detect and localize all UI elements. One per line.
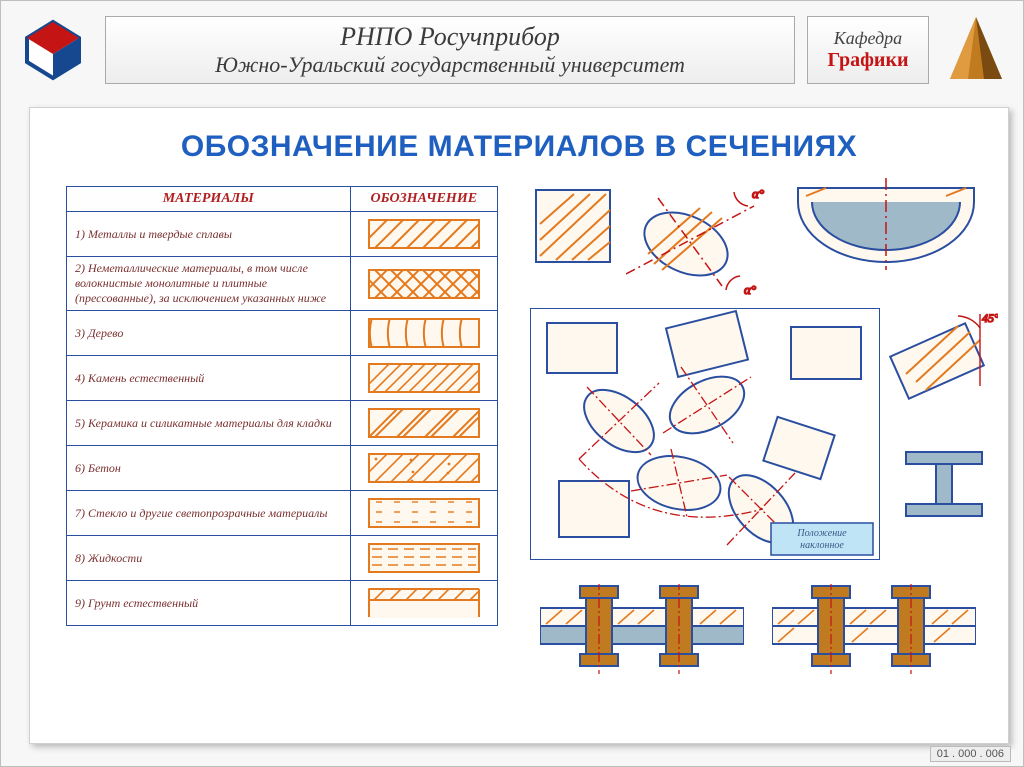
material-name: 3) Дерево	[67, 311, 351, 356]
illus-square	[530, 184, 616, 275]
material-swatch	[350, 536, 497, 581]
svg-text:45°: 45°	[982, 311, 998, 325]
table-row: 2) Неметаллические материалы, в том числ…	[67, 257, 498, 311]
illus-angle-ellipse: α° α°	[626, 178, 776, 303]
header-line2: Южно-Уральский государственный университ…	[215, 52, 685, 78]
svg-text:α°: α°	[744, 282, 756, 297]
material-name: 9) Грунт естественный	[67, 581, 351, 626]
kafedra-box: Кафедра Графики	[807, 16, 929, 84]
material-name: 5) Керамика и силикатные материалы для к…	[67, 401, 351, 446]
illus-bowl	[792, 178, 980, 279]
kafedra-line1: Кафедра	[834, 28, 902, 49]
material-name: 1) Металлы и твердые сплавы	[67, 212, 351, 257]
pyramid-box	[941, 11, 1011, 89]
material-swatch	[350, 446, 497, 491]
material-name: 7) Стекло и другие светопрозрачные матер…	[67, 491, 351, 536]
logo-icon	[21, 18, 85, 82]
content-panel: ОБОЗНАЧЕНИЕ МАТЕРИАЛОВ В СЕЧЕНИЯХ МАТЕРИ…	[29, 107, 1009, 744]
material-name: 6) Бетон	[67, 446, 351, 491]
material-swatch	[350, 257, 497, 311]
slide-title: ОБОЗНАЧЕНИЕ МАТЕРИАЛОВ В СЕЧЕНИЯХ	[30, 108, 1008, 164]
illus-multi-panel: Положение наклонное	[530, 308, 880, 560]
table-row: 7) Стекло и другие светопрозрачные матер…	[67, 491, 498, 536]
material-swatch	[350, 581, 497, 626]
materials-table: МАТЕРИАЛЫ ОБОЗНАЧЕНИЕ 1) Металлы и тверд…	[66, 186, 498, 626]
logo-box	[13, 11, 93, 89]
illus-ibeam	[900, 448, 988, 525]
table-row: 1) Металлы и твердые сплавы	[67, 212, 498, 257]
table-row: 8) Жидкости	[67, 536, 498, 581]
table-row: 3) Дерево	[67, 311, 498, 356]
page: РНПО Росучприбор Южно-Уральский государс…	[0, 0, 1024, 767]
material-name: 4) Камень естественный	[67, 356, 351, 401]
col-symbol: ОБОЗНАЧЕНИЕ	[350, 187, 497, 212]
table-row: 9) Грунт естественный	[67, 581, 498, 626]
header-title-box: РНПО Росучприбор Южно-Уральский государс…	[105, 16, 795, 84]
illus-bolt-2	[772, 584, 976, 679]
material-name: 2) Неметаллические материалы, в том числ…	[67, 257, 351, 311]
header: РНПО Росучприбор Южно-Уральский государс…	[13, 11, 1011, 89]
svg-text:Положение: Положение	[796, 528, 847, 539]
material-swatch	[350, 212, 497, 257]
material-name: 8) Жидкости	[67, 536, 351, 581]
table-row: 6) Бетон	[67, 446, 498, 491]
kafedra-line2: Графики	[828, 49, 909, 72]
svg-text:наклонное: наклонное	[800, 540, 844, 551]
illus-angle-rect: 45°	[888, 308, 998, 433]
material-swatch	[350, 491, 497, 536]
material-swatch	[350, 311, 497, 356]
illus-bolt-1	[540, 584, 744, 679]
material-swatch	[350, 401, 497, 446]
svg-text:α°: α°	[752, 186, 764, 201]
col-materials: МАТЕРИАЛЫ	[67, 187, 351, 212]
table-row: 4) Камень естественный	[67, 356, 498, 401]
pyramid-icon	[946, 15, 1006, 85]
material-swatch	[350, 356, 497, 401]
header-line1: РНПО Росучприбор	[340, 22, 560, 52]
page-counter: 01 . 000 . 006	[930, 746, 1011, 762]
table-row: 5) Керамика и силикатные материалы для к…	[67, 401, 498, 446]
